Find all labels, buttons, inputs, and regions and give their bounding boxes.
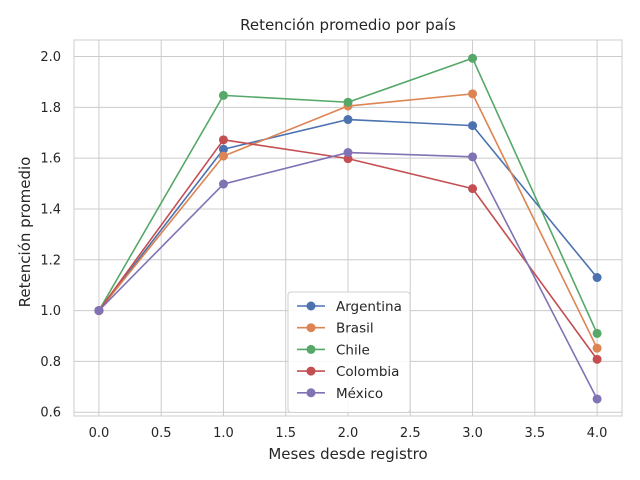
legend-item: Argentina <box>297 299 402 315</box>
x-tick-label: 3.5 <box>524 426 545 441</box>
chart-title: Retención promedio por país <box>240 16 456 34</box>
y-axis-ticks: 0.6 0.8 1.0 1.2 1.4 1.6 1.8 2.0 <box>40 50 61 421</box>
data-point <box>218 135 228 145</box>
data-point <box>218 151 228 161</box>
y-tick-label: 2.0 <box>40 50 61 65</box>
legend-label: Colombia <box>336 364 399 380</box>
data-point <box>592 394 602 404</box>
y-tick-label: 0.6 <box>40 406 61 421</box>
x-tick-label: 2.5 <box>400 426 421 441</box>
data-point <box>218 144 228 154</box>
series-mexico <box>94 148 602 404</box>
data-point <box>343 148 353 158</box>
legend-item: Chile <box>297 342 370 358</box>
y-tick-label: 1.6 <box>40 152 61 167</box>
x-tick-label: 0.5 <box>151 426 172 441</box>
legend-item: Colombia <box>297 364 399 380</box>
plot-frame <box>73 39 623 417</box>
legend-item: México <box>297 386 383 402</box>
legend-label: Chile <box>336 342 370 358</box>
series-chile <box>94 53 602 338</box>
data-point <box>468 53 478 63</box>
series-lines <box>94 53 602 404</box>
data-point <box>94 306 104 316</box>
data-point <box>468 121 478 131</box>
data-point <box>343 115 353 125</box>
x-tick-label: 3.0 <box>462 426 483 441</box>
legend-label: Brasil <box>336 321 374 337</box>
data-point <box>468 89 478 99</box>
x-tick-label: 1.5 <box>275 426 296 441</box>
y-tick-label: 1.4 <box>40 202 61 217</box>
y-tick-label: 0.8 <box>40 355 61 370</box>
data-point <box>468 184 478 194</box>
legend-swatch-marker <box>306 388 316 398</box>
legend-item: Brasil <box>297 321 374 337</box>
legend-box <box>287 291 411 413</box>
x-tick-label: 2.0 <box>338 426 359 441</box>
data-point <box>592 343 602 353</box>
data-point <box>218 179 228 189</box>
data-point <box>468 152 478 162</box>
y-tick-label: 1.0 <box>40 304 61 319</box>
data-point <box>343 97 353 107</box>
legend-swatch-marker <box>306 301 316 311</box>
data-point <box>592 328 602 338</box>
y-tick-label: 1.8 <box>40 101 61 116</box>
x-tick-label: 1.0 <box>213 426 234 441</box>
legend-label: México <box>336 386 383 402</box>
x-axis-title: Meses desde registro <box>268 445 427 463</box>
data-point <box>592 354 602 364</box>
legend-swatch-marker <box>306 344 316 354</box>
data-point <box>592 273 602 283</box>
y-tick-label: 1.2 <box>40 253 61 268</box>
y-axis-title: Retención promedio <box>16 157 34 308</box>
data-point <box>218 90 228 100</box>
legend-label: Argentina <box>336 299 402 315</box>
legend-swatch-marker <box>306 323 316 333</box>
x-tick-label: 4.0 <box>587 426 608 441</box>
legend: Argentina Brasil Chile Colombia México <box>287 291 411 413</box>
x-axis-ticks: 0.0 0.5 1.0 1.5 2.0 2.5 3.0 3.5 4.0 <box>89 426 608 441</box>
legend-swatch-marker <box>306 366 316 376</box>
x-tick-label: 0.0 <box>89 426 110 441</box>
